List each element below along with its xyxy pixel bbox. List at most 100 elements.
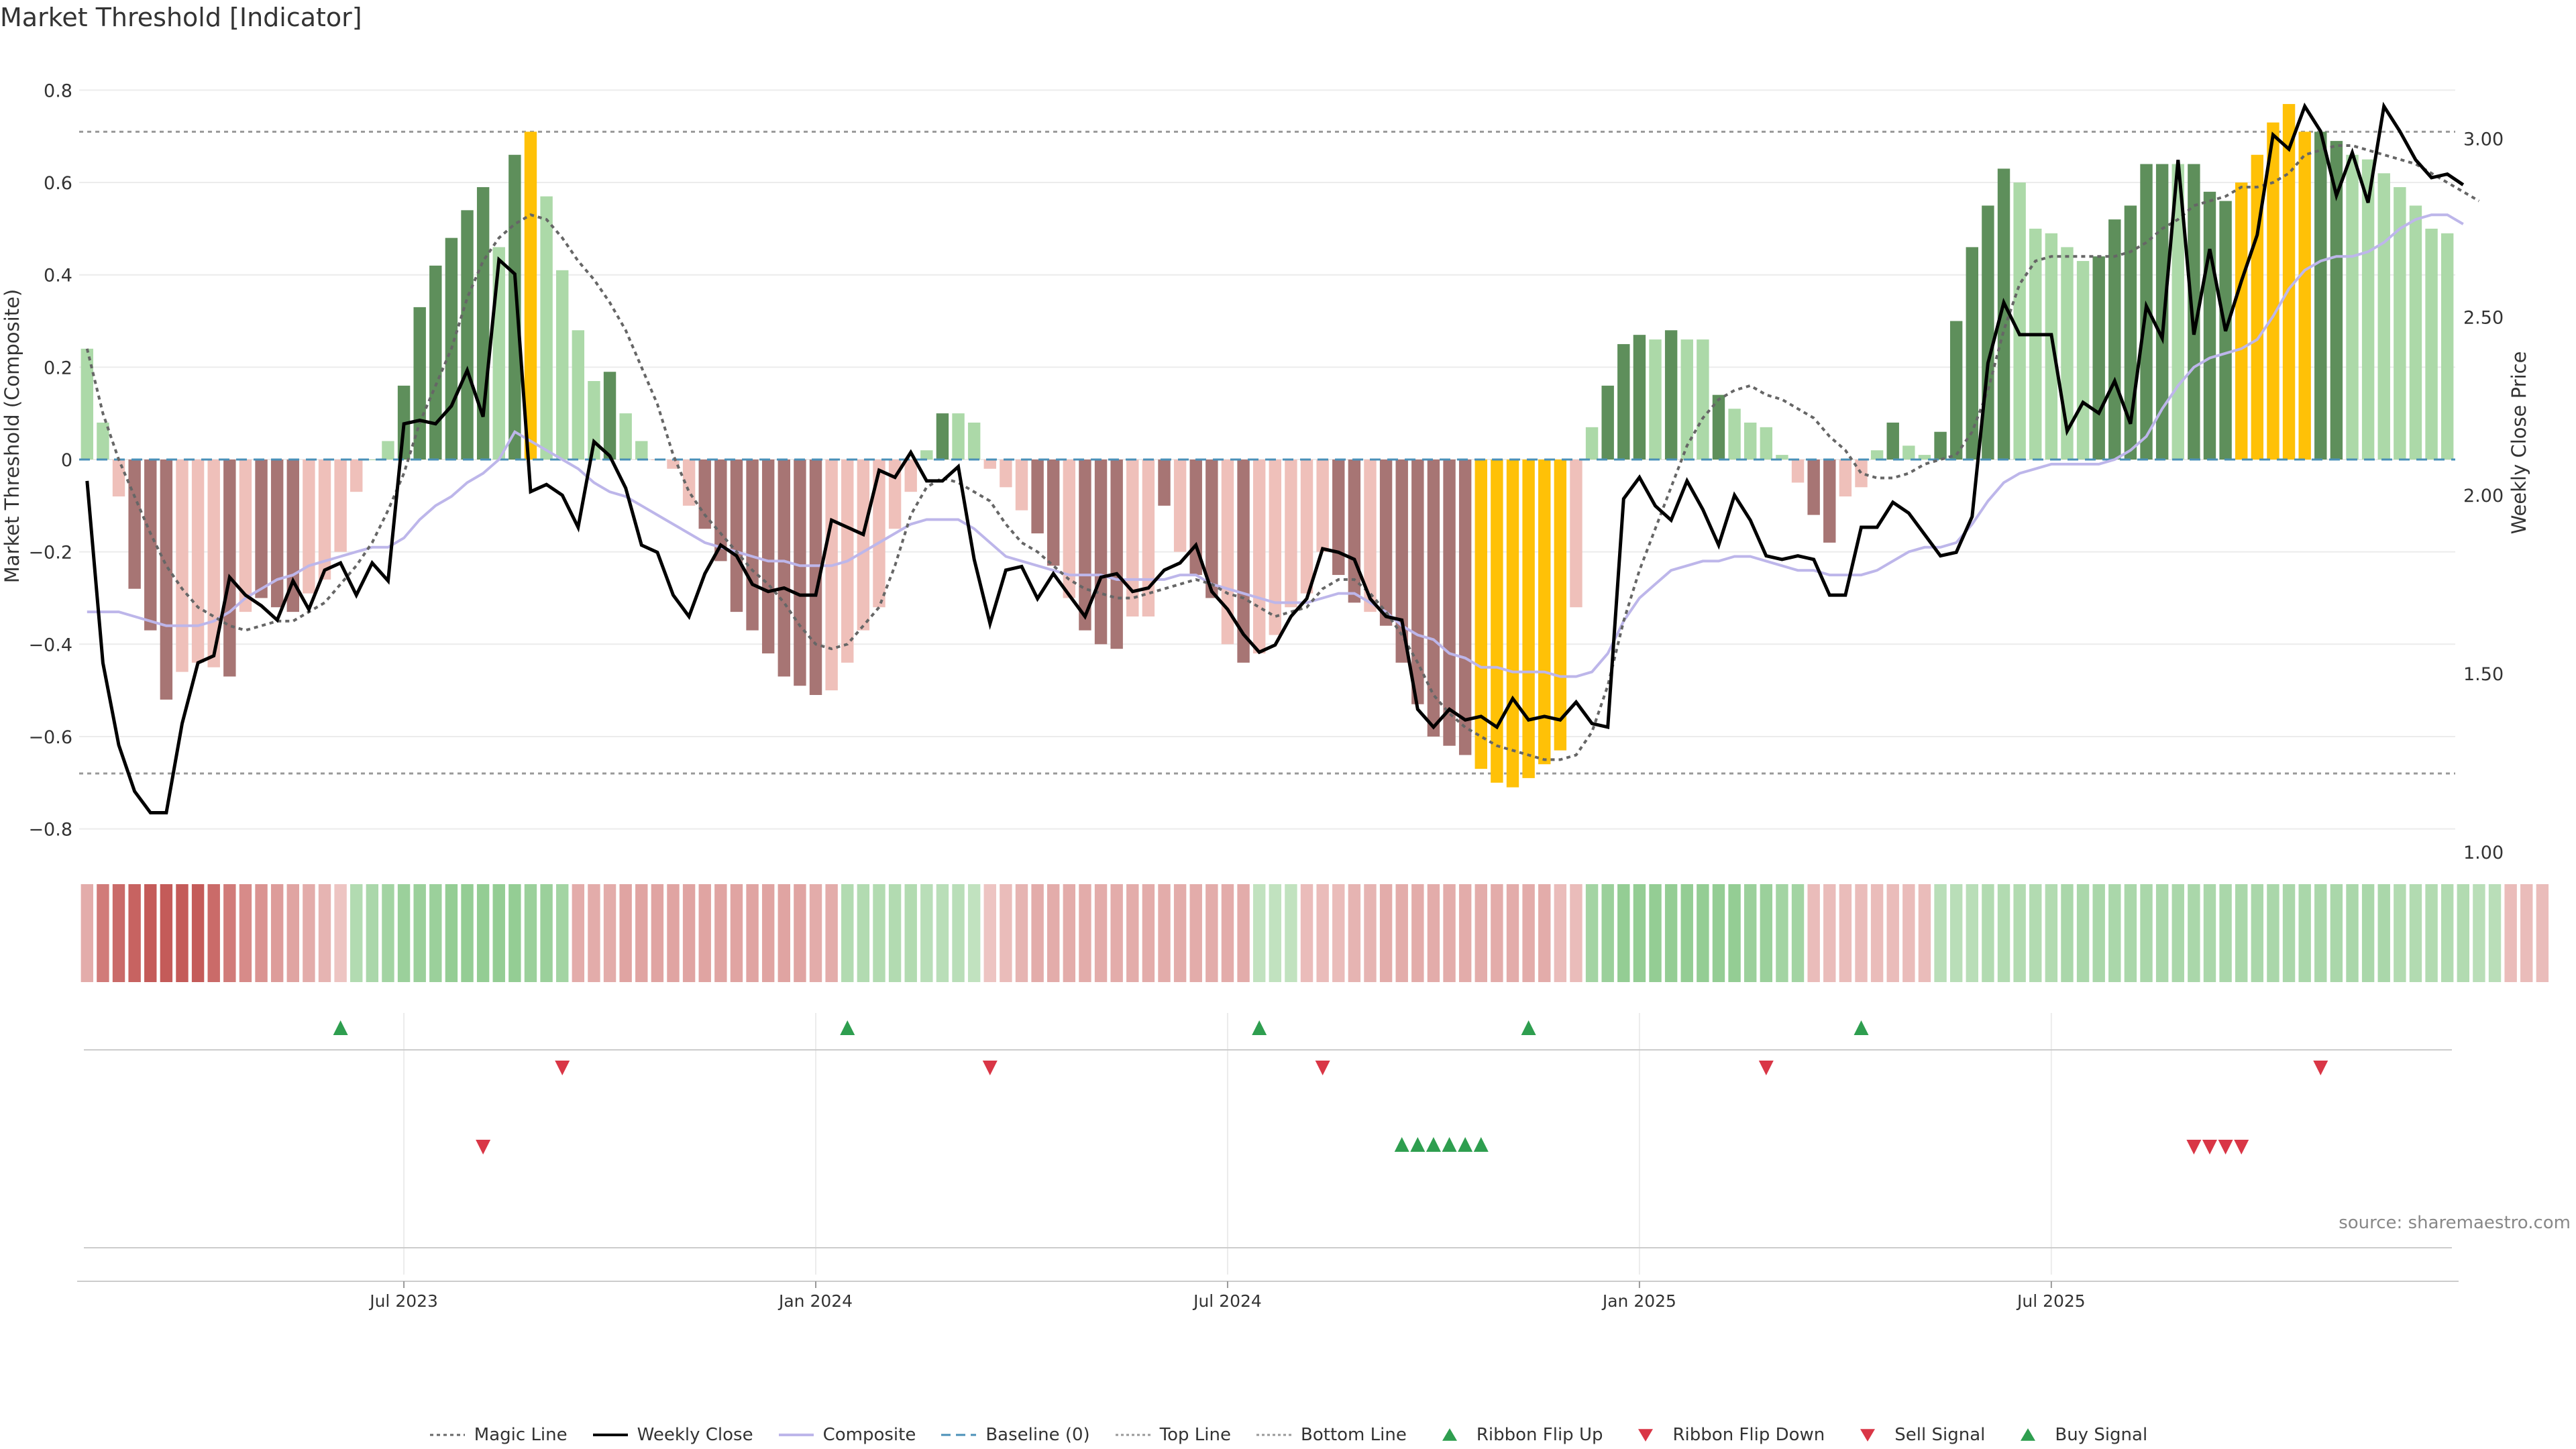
y-axis-label: Market Threshold (Composite) xyxy=(1,289,23,583)
ribbon-cell xyxy=(2409,884,2422,982)
composite-bar xyxy=(2267,122,2279,460)
x-tick-label: Jan 2025 xyxy=(1601,1291,1676,1311)
composite-bar xyxy=(1142,460,1155,616)
ribbon-cell xyxy=(80,884,94,982)
legend-item: Sell Signal xyxy=(1849,1425,1985,1445)
ribbon-cell xyxy=(461,884,474,982)
ribbon-cell xyxy=(476,884,490,982)
ribbon-cell xyxy=(286,884,299,982)
composite-bar xyxy=(1015,460,1028,511)
composite-bar xyxy=(2171,164,2184,460)
ribbon-cell xyxy=(761,884,775,982)
x-tick-label: Jul 2025 xyxy=(2016,1291,2086,1311)
ribbon-cell xyxy=(888,884,902,982)
ribbon-cell xyxy=(1791,884,1805,982)
ribbon-cell xyxy=(635,884,648,982)
composite-bar xyxy=(1918,455,1931,460)
composite-bar xyxy=(555,270,569,460)
y-tick-label: −0.6 xyxy=(28,727,72,748)
ribbon-cell xyxy=(952,884,965,982)
ribbon-cell xyxy=(698,884,711,982)
y-tick-label: 0.6 xyxy=(44,173,72,194)
y-tick-label: 0.8 xyxy=(44,80,72,101)
ribbon-cell xyxy=(334,884,347,982)
ribbon-flip-down-marker xyxy=(1315,1061,1330,1075)
composite-bar xyxy=(1870,450,1884,460)
legend-label: Ribbon Flip Down xyxy=(1672,1425,1825,1445)
composite-bar xyxy=(1316,460,1329,552)
composite-bar xyxy=(936,413,949,460)
composite-bar xyxy=(952,413,965,460)
ribbon-cell xyxy=(1031,884,1044,982)
ribbon-cell xyxy=(1886,884,1899,982)
composite-bar xyxy=(920,450,933,460)
ribbon-cell xyxy=(1982,884,1994,982)
composite-bar xyxy=(588,381,600,460)
buy-signal-marker xyxy=(1394,1137,1409,1152)
ribbon-flip-down-marker xyxy=(982,1061,998,1075)
ribbon-cell xyxy=(2314,884,2327,982)
ribbon-cell xyxy=(1300,884,1313,982)
composite-bar xyxy=(524,131,537,460)
ribbon-cell xyxy=(1173,884,1187,982)
ribbon-cell xyxy=(1000,884,1012,982)
y2-tick-label: 1.00 xyxy=(2463,843,2504,863)
ribbon-cell xyxy=(1411,884,1424,982)
ribbon-cell xyxy=(588,884,600,982)
x-tick-label: Jul 2023 xyxy=(368,1291,438,1311)
legend-label: Magic Line xyxy=(474,1425,568,1445)
composite-bar xyxy=(714,460,727,561)
ribbon-cell xyxy=(1458,884,1472,982)
composite-bar xyxy=(350,460,363,492)
ribbon-cell xyxy=(1855,884,1868,982)
composite-bar xyxy=(239,460,252,612)
sell-signal-marker xyxy=(2234,1140,2249,1155)
composite-bar xyxy=(1743,422,1757,460)
composite-bar xyxy=(825,460,838,691)
ribbon-cell xyxy=(2425,884,2438,982)
triangle-down-icon xyxy=(1860,1429,1876,1442)
composite-bar xyxy=(144,460,157,631)
ribbon-cell xyxy=(2504,884,2517,982)
y-tick-label: 0.4 xyxy=(44,266,72,286)
ribbon-cell xyxy=(572,884,585,982)
ribbon-cell xyxy=(1063,884,1076,982)
legend: Magic Line Weekly Close Composite Baseline … xyxy=(0,1425,2576,1445)
composite-bar xyxy=(2108,219,2121,460)
signal-rows xyxy=(84,1020,2452,1248)
legend-item: Composite xyxy=(777,1425,916,1445)
composite-bar xyxy=(191,460,205,663)
ribbon-flip-down-marker xyxy=(1758,1061,1774,1075)
buy-signal-marker xyxy=(1442,1137,1457,1152)
composite-bar xyxy=(1458,460,1472,755)
composite-bar xyxy=(176,460,189,672)
ribbon-cell xyxy=(857,884,870,982)
composite-bar xyxy=(1712,394,1725,460)
composite-bar xyxy=(1760,427,1773,460)
ribbon-cell xyxy=(2108,884,2121,982)
composite-bar xyxy=(1997,168,2010,460)
ribbon-cell xyxy=(1807,884,1820,982)
composite-bar xyxy=(1728,409,1741,460)
composite-bar xyxy=(1205,460,1218,598)
sell-signal-marker xyxy=(2202,1140,2217,1155)
composite-bar xyxy=(2235,182,2248,460)
y-tick-label: −0.8 xyxy=(28,820,72,841)
composite-bar xyxy=(97,422,109,460)
ribbon-cell xyxy=(1110,884,1123,982)
ribbon-cell xyxy=(904,884,917,982)
composite-bar xyxy=(429,265,442,460)
composite-bar xyxy=(1633,335,1646,460)
ribbon-cell xyxy=(1728,884,1741,982)
ribbon-cell xyxy=(1664,884,1678,982)
ribbon-cell xyxy=(1269,884,1282,982)
ribbon-cell xyxy=(2473,884,2485,982)
x-axis: Jul 2023 Jan 2024 Jul 2024 Jan 2025 Jul 2025 xyxy=(77,1281,2459,1311)
ribbon-cell xyxy=(2346,884,2359,982)
composite-bar xyxy=(540,196,553,460)
ribbon-cell xyxy=(1348,884,1361,982)
ribbon-cell xyxy=(160,884,173,982)
ribbon-cell xyxy=(1379,884,1393,982)
composite-bar xyxy=(1332,460,1345,576)
composite-bar xyxy=(2045,233,2058,460)
